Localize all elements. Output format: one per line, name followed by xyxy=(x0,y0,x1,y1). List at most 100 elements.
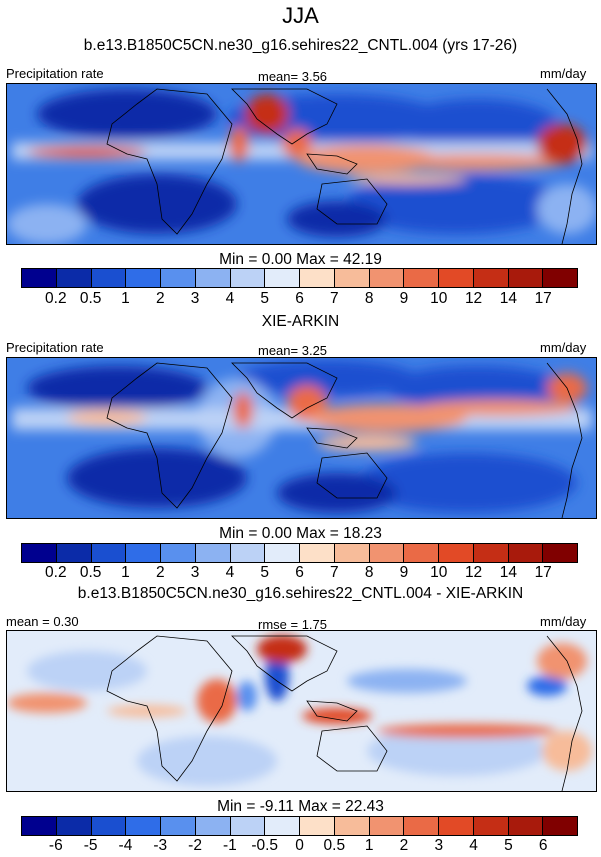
positive-anomaly xyxy=(257,635,307,663)
colorbar-swatch xyxy=(334,817,370,835)
negative-anomaly xyxy=(527,676,567,696)
colorbar-swatch xyxy=(265,269,300,287)
positive-anomaly xyxy=(542,731,592,771)
colorbar-swatch xyxy=(230,269,266,287)
panel-3-minmax: Min = -9.11 Max = 22.43 xyxy=(217,798,384,815)
panel-2-mean-label: mean= 3.25 xyxy=(258,343,328,358)
colorbar-swatch xyxy=(334,544,370,562)
colorbar-tick: 7 xyxy=(330,290,339,307)
panel-2-units-label: mm/day xyxy=(540,340,587,355)
maritime-outline xyxy=(306,153,358,175)
colorbar-swatch xyxy=(439,269,474,287)
colorbar-tick: 2 xyxy=(155,564,165,581)
panel-3-colorbar xyxy=(21,816,578,836)
panel-3-rmse-label: rmse = 1.75 xyxy=(258,617,328,632)
colorbar-tick: 12 xyxy=(464,290,483,307)
colorbar-tick: 6 xyxy=(295,290,304,307)
colorbar-tick: -4 xyxy=(118,837,133,854)
colorbar-tick: 17 xyxy=(534,564,552,581)
maritime-outline xyxy=(306,427,358,449)
coastlines xyxy=(106,362,583,518)
australia-outline xyxy=(316,725,388,772)
colorbar-tick: 0.5 xyxy=(79,564,102,581)
panel-1-minmax: Min = 0.00 Max = 42.19 xyxy=(219,251,382,268)
colorbar-swatch xyxy=(369,817,405,835)
panel-2-colorbar xyxy=(21,543,578,563)
colorbar-swatch xyxy=(543,544,577,562)
australia-outline xyxy=(316,178,388,225)
wet-region xyxy=(417,400,577,416)
colorbar-tick: 14 xyxy=(499,290,517,307)
colorbar-tick: -5 xyxy=(83,837,98,854)
colorbar-swatch xyxy=(126,544,161,562)
positive-anomaly xyxy=(197,679,237,723)
colorbar-swatch xyxy=(195,544,231,562)
colorbar-tick: 14 xyxy=(499,564,517,581)
colorbar-tick: 0.5 xyxy=(79,290,102,307)
colorbar-tick: -0.5 xyxy=(251,837,279,854)
colorbar-tick: 3 xyxy=(190,564,200,581)
wet-region xyxy=(27,146,147,158)
americas-outline xyxy=(546,635,583,791)
colorbar-swatch xyxy=(22,544,57,562)
colorbar-tick: 12 xyxy=(464,564,483,581)
colorbar-swatch xyxy=(473,817,509,835)
panel-1-variable-label: Precipitation rate xyxy=(6,66,104,81)
colorbar-tick: 9 xyxy=(399,290,409,307)
colorbar-swatch xyxy=(369,544,405,562)
colorbar-swatch xyxy=(508,269,544,287)
colorbar-swatch xyxy=(300,817,335,835)
panel-2-map xyxy=(6,357,597,519)
dry-region xyxy=(277,473,397,513)
panel-2-minmax: Min = 0.00 Max = 18.23 xyxy=(219,525,382,542)
dry-region xyxy=(37,89,217,139)
africa-outline xyxy=(106,635,233,782)
colorbar-tick: 10 xyxy=(430,564,448,581)
colorbar-swatch xyxy=(473,269,509,287)
colorbar-swatch xyxy=(300,544,335,562)
negative-anomaly xyxy=(137,736,277,786)
asia-outline xyxy=(231,88,338,145)
dry-region xyxy=(287,201,387,237)
coastlines xyxy=(106,635,583,791)
wet-region xyxy=(387,154,567,170)
positive-anomaly xyxy=(302,708,372,724)
colorbar-swatch xyxy=(91,544,127,562)
colorbar-swatch xyxy=(161,544,196,562)
panel-1-map xyxy=(6,83,597,245)
asia-outline xyxy=(231,362,338,419)
panel-3-map xyxy=(6,630,597,792)
dry-region xyxy=(237,360,417,396)
dry-region xyxy=(347,174,567,234)
colorbar-tick: 10 xyxy=(430,290,448,307)
colorbar-swatch xyxy=(230,817,266,835)
colorbar-swatch xyxy=(508,817,544,835)
dry-region xyxy=(397,99,557,149)
colorbar-swatch xyxy=(300,269,335,287)
colorbar-swatch xyxy=(22,817,57,835)
negative-anomaly xyxy=(27,651,147,691)
colorbar-swatch xyxy=(404,817,439,835)
negative-anomaly xyxy=(237,681,257,711)
colorbar-tick: 8 xyxy=(364,290,374,307)
panel-2-colorbar-ticks: 0.2 0.5 1 2 3 4 5 6 7 8 9 10 12 14 17 xyxy=(21,564,578,582)
colorbar-swatch xyxy=(56,269,92,287)
colorbar-tick: 1 xyxy=(121,290,130,307)
colorbar-tick: 6 xyxy=(538,837,548,854)
colorbar-swatch xyxy=(265,544,300,562)
panel-3-units-label: mm/day xyxy=(540,614,587,629)
colorbar-tick: 4 xyxy=(225,564,235,581)
wet-region xyxy=(317,435,417,451)
panel-3-map-svg xyxy=(7,631,596,791)
colorbar-tick: 9 xyxy=(399,564,409,581)
colorbar-tick: 1 xyxy=(121,564,130,581)
negative-anomaly xyxy=(367,726,547,776)
panel-1-colorbar xyxy=(21,268,578,288)
africa-outline xyxy=(106,362,233,509)
colorbar-swatch xyxy=(473,544,509,562)
colorbar-swatch xyxy=(126,817,161,835)
colorbar-swatch xyxy=(404,269,439,287)
colorbar-swatch xyxy=(439,817,474,835)
colorbar-tick: -2 xyxy=(188,837,202,854)
colorbar-swatch xyxy=(195,817,231,835)
